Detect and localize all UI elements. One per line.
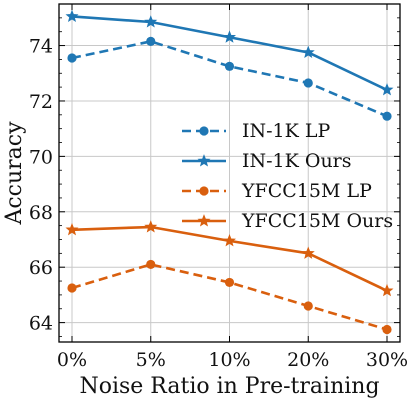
data-point <box>380 283 394 297</box>
legend-item: YFCC15M Ours <box>182 210 393 232</box>
legend-label: YFCC15M Ours <box>241 210 393 232</box>
legend-item: IN-1K LP <box>182 120 330 142</box>
series-yfcc15m-lp <box>67 259 392 335</box>
x-axis-label: Noise Ratio in Pre-training <box>79 374 379 399</box>
x-tick-label: 20% <box>287 349 329 371</box>
legend-item: IN-1K Ours <box>182 150 352 172</box>
legend-label: YFCC15M LP <box>241 180 372 202</box>
series-in-1k-ours <box>65 9 394 96</box>
legend-marker <box>199 126 209 136</box>
x-tick-label: 0% <box>57 349 87 371</box>
legend: IN-1K LP IN-1K Ours YFCC15M LP YFCC15M Ours <box>182 120 393 232</box>
data-point <box>303 78 313 88</box>
x-tick-label: 30% <box>366 349 407 371</box>
legend-label: IN-1K Ours <box>242 150 352 172</box>
data-point <box>380 83 394 96</box>
legend-label: IN-1K LP <box>242 120 330 142</box>
data-point <box>144 15 158 28</box>
data-point <box>301 45 315 59</box>
data-point <box>382 111 392 121</box>
data-point <box>144 220 158 233</box>
data-point <box>146 36 156 47</box>
y-tick-label: 68 <box>29 202 53 224</box>
data-point <box>146 259 156 270</box>
y-axis-label: Accuracy <box>2 121 27 226</box>
data-point <box>223 234 236 247</box>
x-tick-label: 10% <box>208 349 250 371</box>
data-point <box>303 301 313 311</box>
data-point <box>65 222 79 236</box>
y-tick-label: 64 <box>29 313 53 335</box>
data-point <box>65 9 79 22</box>
series-in-1k-lp <box>67 36 392 121</box>
data-point <box>67 53 77 63</box>
data-point <box>301 246 315 259</box>
x-tick-label: 5% <box>136 349 166 371</box>
y-tick-label: 70 <box>29 146 53 168</box>
data-point <box>224 61 235 71</box>
series-yfcc15m-ours <box>65 220 394 297</box>
series-line <box>71 40 388 118</box>
legend-marker <box>197 154 211 167</box>
data-point <box>67 283 77 293</box>
legend-item: YFCC15M LP <box>182 180 372 202</box>
grid-lines <box>59 4 400 342</box>
y-tick-label: 72 <box>29 91 53 113</box>
axis-ticks: 64 66 68 70 72 74 0% 5% 10% 20% 30% <box>29 3 407 371</box>
legend-marker <box>197 214 211 227</box>
data-point <box>223 30 236 43</box>
data-point <box>382 324 392 335</box>
y-tick-label: 66 <box>29 257 53 279</box>
y-tick-label: 74 <box>29 36 53 58</box>
data-point <box>224 277 235 288</box>
series-layer <box>65 9 394 335</box>
legend-marker <box>199 186 209 196</box>
